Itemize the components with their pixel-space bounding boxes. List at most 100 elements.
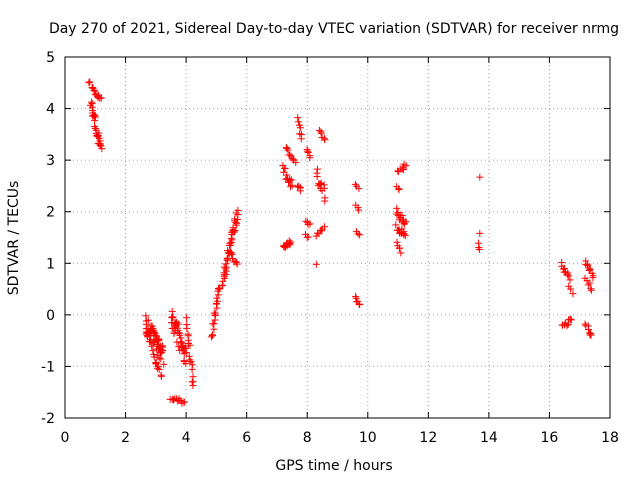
x-tick-label: 16 (541, 430, 559, 446)
data-point (566, 276, 574, 284)
data-point (152, 332, 160, 340)
data-point (587, 331, 595, 339)
x-tick-label: 6 (242, 430, 251, 446)
data-point (92, 113, 100, 121)
data-point (589, 274, 597, 282)
data-point (210, 320, 218, 328)
data-point (288, 181, 296, 189)
data-point (152, 358, 160, 366)
data-point (149, 347, 157, 355)
data-point (587, 285, 595, 293)
data-point (355, 206, 363, 214)
data-point (182, 349, 190, 357)
data-point (316, 126, 324, 134)
x-tick-label: 4 (182, 430, 191, 446)
data-point (313, 169, 321, 177)
data-point (586, 279, 594, 287)
data-point (395, 244, 403, 252)
y-tick-label: -2 (41, 411, 55, 427)
data-point (285, 237, 293, 245)
data-point (173, 324, 181, 332)
data-point (581, 320, 589, 328)
data-point (91, 87, 99, 95)
data-point (321, 136, 329, 144)
data-point (91, 117, 99, 125)
data-point (181, 344, 189, 352)
data-point (294, 114, 302, 122)
data-points (85, 78, 597, 407)
data-point (168, 314, 176, 322)
data-point (475, 243, 483, 251)
x-tick-label: 10 (359, 430, 377, 446)
data-point (233, 219, 241, 227)
data-point (402, 218, 410, 226)
data-point (232, 218, 240, 226)
data-point (296, 130, 304, 138)
data-point (155, 335, 163, 343)
x-tick-label: 12 (419, 430, 437, 446)
data-point (393, 238, 401, 246)
x-axis: 0 2 4 6 8 10 12 14 16 18 (61, 57, 619, 446)
data-point (312, 260, 320, 268)
data-point (170, 396, 178, 404)
data-point (306, 220, 314, 228)
data-point (177, 334, 185, 342)
data-point (219, 282, 227, 290)
data-point (208, 331, 216, 339)
data-point (306, 154, 314, 162)
data-point (211, 309, 219, 317)
y-tick-label: 3 (46, 153, 55, 169)
grid-lines (65, 57, 610, 418)
chart-title: Day 270 of 2021, Sidereal Day-to-day VTE… (49, 21, 619, 37)
data-point (558, 258, 566, 266)
data-point (585, 326, 593, 334)
data-point (294, 118, 302, 126)
data-point (231, 215, 239, 223)
data-point (321, 223, 329, 231)
y-tick-label: 2 (46, 205, 55, 221)
data-point (183, 314, 191, 322)
data-point (215, 285, 223, 293)
data-point (398, 211, 406, 219)
data-point (168, 307, 176, 315)
data-point (183, 321, 191, 329)
x-tick-label: 8 (303, 430, 312, 446)
data-point (185, 339, 193, 347)
data-point (321, 197, 329, 205)
data-point (86, 78, 94, 86)
data-point (287, 238, 295, 246)
data-point (144, 316, 152, 324)
data-point (569, 290, 577, 298)
data-point (303, 146, 311, 154)
data-point (356, 301, 364, 309)
y-tick-label: 0 (46, 308, 55, 324)
x-axis-label: GPS time / hours (275, 458, 392, 474)
data-point (233, 258, 241, 266)
data-point (222, 260, 230, 268)
data-point (158, 348, 166, 356)
data-point (401, 232, 409, 240)
data-point (153, 364, 161, 372)
data-point (587, 286, 595, 294)
y-tick-label: 4 (46, 102, 55, 118)
data-point (214, 297, 222, 305)
data-point (213, 294, 221, 302)
data-point (175, 320, 183, 328)
data-point (222, 263, 230, 271)
plot-frame (64, 56, 611, 419)
data-point (356, 231, 364, 239)
data-point (318, 227, 326, 235)
data-point (88, 98, 96, 106)
data-point (283, 144, 291, 152)
data-point (98, 145, 106, 153)
data-point (287, 183, 295, 191)
data-point (355, 185, 363, 193)
data-point (283, 171, 291, 179)
data-point (397, 249, 405, 257)
data-point (352, 293, 360, 301)
data-point (402, 162, 410, 170)
data-point (160, 360, 168, 368)
data-point (476, 229, 484, 237)
data-point (585, 264, 593, 272)
data-point (169, 313, 177, 321)
